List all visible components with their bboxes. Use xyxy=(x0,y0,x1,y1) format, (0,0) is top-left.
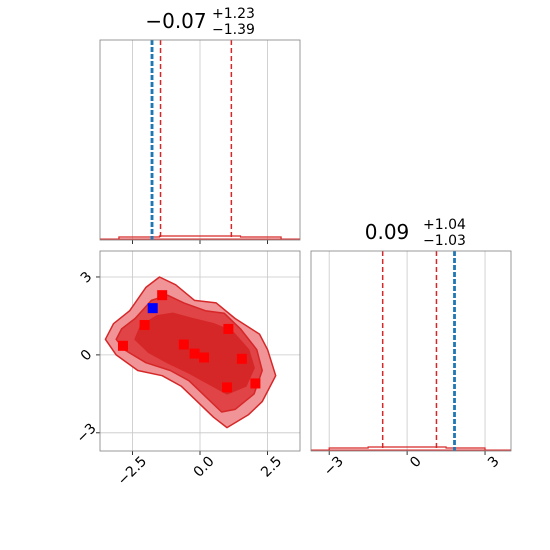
panel-title-upper-error: +1.23 xyxy=(212,6,255,22)
sample-marker xyxy=(157,290,168,301)
histogram-step xyxy=(328,446,486,450)
panel-title-value: −0.07 xyxy=(145,9,206,33)
bottom-right-histogram-panel: −3 0 3 0.09 +1.04−1.03 xyxy=(310,217,512,479)
axes-frame xyxy=(99,39,301,241)
panel-title-lower-error: −1.39 xyxy=(212,22,255,38)
y-tick-label: 0 xyxy=(78,347,96,365)
panel-title-value: 0.09 xyxy=(365,220,410,244)
sample-marker xyxy=(178,339,189,350)
sample-marker xyxy=(236,353,247,364)
sample-marker xyxy=(222,382,233,393)
sample-marker xyxy=(199,352,210,363)
scatter-plot-area xyxy=(104,276,277,429)
sample-marker xyxy=(117,340,128,351)
x-tick-label: 0.0 xyxy=(191,453,218,480)
sample-marker xyxy=(223,323,234,334)
axes-frame xyxy=(99,250,301,452)
sample-marker xyxy=(250,378,261,389)
panel-title-lower-error: −1.03 xyxy=(423,233,466,249)
bottom-left-scatter-panel: −2.5 0.0 2.5 −3 0 3 xyxy=(74,250,301,489)
y-tick-label: −3 xyxy=(74,421,100,447)
top-left-histogram-panel: −0.07 +1.23−1.39 xyxy=(99,6,301,244)
x-tick-label: 3 xyxy=(485,453,503,471)
truth-marker xyxy=(147,303,158,314)
sample-marker xyxy=(139,320,150,331)
axes-frame xyxy=(310,250,512,452)
x-tick-label: −3 xyxy=(321,453,347,479)
x-tick-label: 2.5 xyxy=(258,453,285,480)
x-tick-label: −2.5 xyxy=(115,453,150,488)
y-tick-label: 3 xyxy=(78,269,96,287)
histogram-step xyxy=(118,235,282,239)
x-tick-label: 0 xyxy=(407,453,425,471)
sample-marker xyxy=(189,348,200,359)
panel-title-upper-error: +1.04 xyxy=(423,217,466,233)
